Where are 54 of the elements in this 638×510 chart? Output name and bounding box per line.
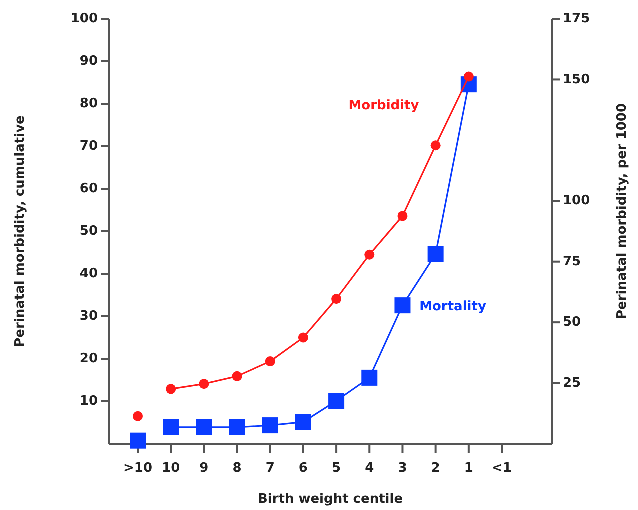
point <box>229 419 246 436</box>
point <box>130 432 146 449</box>
point <box>298 332 308 343</box>
x-tick-label: 1 <box>464 461 474 476</box>
point <box>464 72 474 82</box>
x-tick-label: <1 <box>492 461 512 476</box>
point <box>133 411 143 422</box>
y2-tick-label: 50 <box>563 315 582 330</box>
y2-axis-title: Perinatal morbidity, per 1000 <box>615 103 630 320</box>
x-tick-label: >10 <box>124 461 152 476</box>
y-tick-label: 90 <box>80 54 98 70</box>
y-tick-label: 100 <box>70 12 98 27</box>
y-tick-label: 70 <box>80 139 98 154</box>
y2-tick-label: 25 <box>563 376 582 391</box>
point <box>295 414 312 430</box>
text: Morbidity <box>348 98 420 114</box>
x-tick-label: 4 <box>365 461 374 476</box>
point <box>196 419 212 436</box>
y-tick-label: 40 <box>80 266 98 282</box>
point <box>428 246 444 262</box>
point <box>362 370 378 386</box>
point <box>163 419 180 436</box>
x-tick-label: 2 <box>431 461 440 476</box>
x-tick-label: 5 <box>332 461 342 476</box>
point <box>332 294 342 304</box>
y-tick-label: 60 <box>80 182 98 197</box>
x-tick-label: 3 <box>398 461 408 476</box>
y2-tick-label: 100 <box>563 194 590 209</box>
y-tick-label: 20 <box>80 352 98 367</box>
point <box>166 384 176 394</box>
y2-tick-label: 150 <box>563 72 590 88</box>
series-label: Mortality <box>420 300 487 315</box>
point <box>262 418 278 434</box>
x-axis-title: Birth weight centile <box>258 492 404 507</box>
point <box>265 356 276 367</box>
point <box>328 393 345 410</box>
point <box>394 298 411 314</box>
y-tick-label: 10 <box>80 394 98 410</box>
x-tick-label: 7 <box>266 461 275 476</box>
y2-tick-label: 175 <box>563 12 590 27</box>
y-tick-label: 50 <box>80 224 98 240</box>
y2-tick-label: 75 <box>563 254 582 270</box>
y-axis-title: Perinatal morbidity, cumulative <box>13 115 28 348</box>
y-tick-label: 30 <box>80 309 98 324</box>
x-tick-label: 6 <box>298 461 308 476</box>
point <box>232 371 242 382</box>
x-tick-label: 8 <box>232 461 242 476</box>
point <box>199 379 210 390</box>
x-tick-label: 9 <box>200 461 209 476</box>
x-tick-label: 10 <box>162 461 180 476</box>
point <box>430 140 441 151</box>
y-tick-label: 80 <box>80 96 98 112</box>
point <box>398 211 408 222</box>
point <box>364 250 375 260</box>
